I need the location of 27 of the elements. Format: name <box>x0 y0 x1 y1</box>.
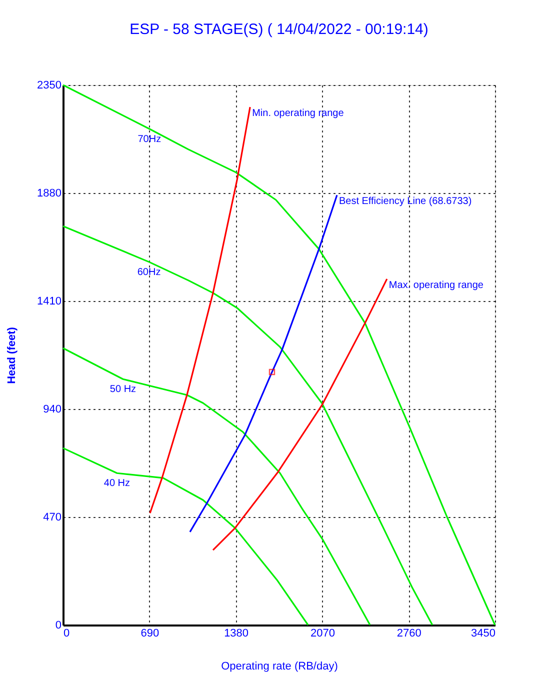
y-axis-title: Head (feet) <box>6 326 18 384</box>
x-tick-label: 2760 <box>396 628 422 640</box>
y-tick-label: 2350 <box>37 80 62 92</box>
series-label: 70Hz <box>138 134 162 145</box>
line-series <box>62 347 371 626</box>
series-label: 50 Hz <box>110 384 136 396</box>
x-tick-label: 3450 <box>471 628 496 640</box>
line-series <box>189 194 338 533</box>
x-tick-label: 0 <box>64 628 70 640</box>
y-tick-label: 1880 <box>37 188 62 200</box>
line-series <box>62 447 309 626</box>
y-tick-label: 1410 <box>37 296 62 308</box>
x-tick-label: 2070 <box>310 628 335 640</box>
x-tick-label: 690 <box>140 628 160 640</box>
x-axis-title: Operating rate (RB/day) <box>221 660 338 672</box>
series-label: Min. operating range <box>252 108 344 120</box>
x-tick-label: 1380 <box>224 628 249 640</box>
line-series <box>212 278 388 551</box>
series-label: 40 Hz <box>104 478 130 490</box>
series-label: 60Hz <box>137 266 161 278</box>
y-tick-label: 0 <box>55 620 62 632</box>
y-tick-label: 470 <box>43 512 62 524</box>
series-label: Max. operating range <box>388 280 484 291</box>
series-label: Best Efficiency Line (68.6733) <box>338 196 472 208</box>
y-tick-label: 940 <box>43 404 62 416</box>
line-series <box>62 84 496 626</box>
chart-title: ESP - 58 STAGE(S) ( 14/04/2022 - 00:19:14) <box>130 21 428 38</box>
